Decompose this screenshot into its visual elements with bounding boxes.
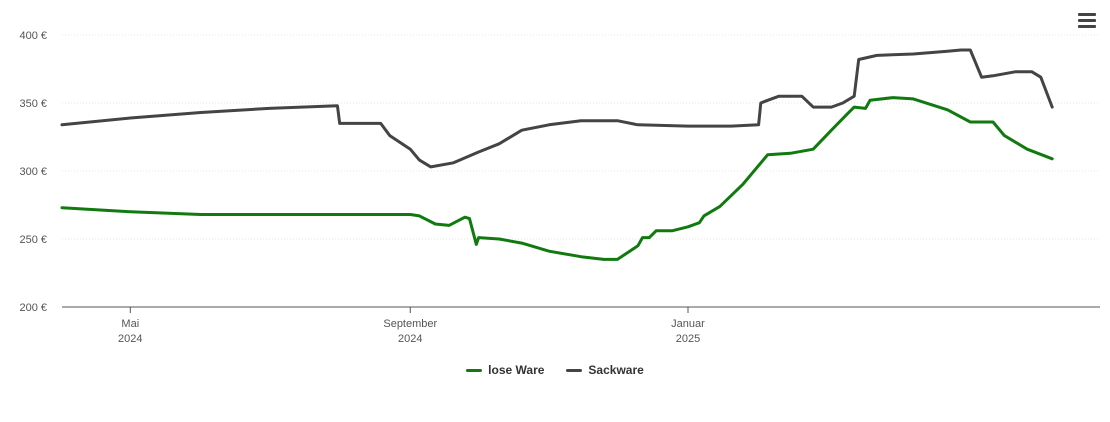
legend-item-sackware[interactable]: Sackware (566, 363, 644, 377)
x-tick-sublabel: 2025 (676, 333, 700, 345)
x-tick-label: Januar (671, 318, 705, 330)
y-axis-ticks: 200 € 250 € 300 € 350 € 400 € (19, 30, 47, 314)
legend-swatch-sackware (566, 368, 583, 372)
y-tick-label: 300 € (19, 166, 47, 178)
series-lines (60, 48, 1054, 261)
y-tick-label: 200 € (19, 302, 47, 314)
x-tick-label: Mai (121, 318, 139, 330)
x-tick-label: September (383, 318, 437, 330)
x-tick-sublabel: 2024 (118, 333, 142, 345)
gridlines (62, 34, 1100, 240)
hamburger-menu-icon-bar (1078, 19, 1096, 22)
series-line-sackware[interactable] (60, 48, 1054, 169)
legend-item-lose-ware[interactable]: lose Ware (466, 363, 544, 377)
y-tick-label: 350 € (19, 98, 47, 110)
legend-label-lose-ware: lose Ware (488, 363, 545, 377)
chart-legend: lose Ware Sackware (0, 363, 1110, 377)
series-line-lose-ware[interactable] (60, 96, 1054, 261)
legend-swatch-lose-ware (466, 368, 483, 372)
x-axis-ticks: Mai 2024 September 2024 Januar 2025 (118, 307, 705, 345)
x-tick-sublabel: 2024 (398, 333, 422, 345)
hamburger-menu-icon-bar (1078, 25, 1096, 28)
hamburger-menu-icon (1078, 13, 1096, 16)
chart-menu-button[interactable] (1078, 13, 1096, 29)
y-tick-label: 400 € (19, 30, 47, 42)
y-tick-label: 250 € (19, 234, 47, 246)
legend-label-sackware: Sackware (588, 363, 644, 377)
